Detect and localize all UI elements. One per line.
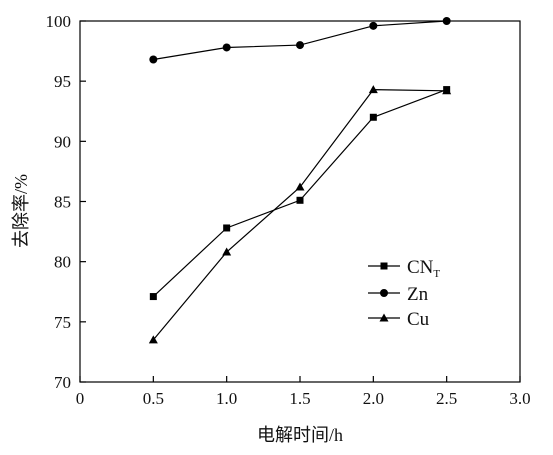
y-tick-label: 100 (46, 12, 72, 31)
y-tick-label: 90 (54, 132, 71, 151)
legend-label-zn: Zn (407, 284, 429, 305)
x-tick-label: 1.5 (289, 389, 310, 408)
series-layer (148, 17, 452, 344)
y-axis-ticks: 70 75 80 85 90 95 100 (46, 12, 86, 392)
legend-label-cnt: CNT (407, 257, 440, 280)
x-tick-label: 0.5 (143, 389, 164, 408)
x-tick-label: 2.5 (436, 389, 457, 408)
y-tick-label: 70 (54, 373, 71, 392)
data-point-cu (368, 85, 378, 94)
y-tick-label: 95 (54, 72, 71, 91)
y-tick-label: 85 (54, 193, 71, 212)
plot-frame (79, 20, 521, 383)
data-point-cnt (149, 293, 157, 301)
data-point-zn (296, 41, 304, 50)
legend-label-cu: Cu (407, 309, 430, 330)
legend-marker-triangle (379, 313, 389, 322)
series-line-cnt (152, 89, 447, 298)
x-tick-label: 3.0 (509, 389, 530, 408)
series-line-zn (153, 20, 447, 61)
data-point-zn (369, 21, 378, 30)
x-tick-label: 0 (76, 389, 85, 408)
x-axis-title: 电解时间/h (257, 425, 343, 445)
data-point-cu (295, 182, 305, 191)
x-tick-label: 1.0 (216, 389, 237, 408)
y-tick-label: 75 (54, 313, 71, 332)
series-line-cu (152, 88, 447, 341)
y-tick-label: 80 (54, 253, 71, 272)
x-tick-label: 2.0 (363, 389, 384, 408)
y-axis-title: 去除率/% (11, 174, 31, 248)
x-axis-ticks: 0 0.5 1.0 1.5 2.0 2.5 3.0 (76, 376, 531, 408)
legend-marker-circle (380, 289, 388, 297)
data-point-cnt (369, 113, 377, 121)
data-point-zn (222, 43, 231, 52)
legend-item-cu: Cu (368, 309, 430, 330)
legend: CNT Zn Cu (368, 257, 440, 330)
data-point-zn (149, 55, 158, 64)
data-point-cnt (296, 196, 304, 204)
data-point-zn (442, 17, 451, 25)
legend-item-cnt: CNT (368, 257, 440, 280)
data-point-cu (148, 335, 158, 344)
data-point-cnt (223, 224, 231, 232)
data-point-cu (442, 86, 452, 95)
data-point-cu (222, 247, 232, 256)
legend-item-zn: Zn (368, 284, 429, 305)
legend-marker-square (380, 262, 388, 270)
